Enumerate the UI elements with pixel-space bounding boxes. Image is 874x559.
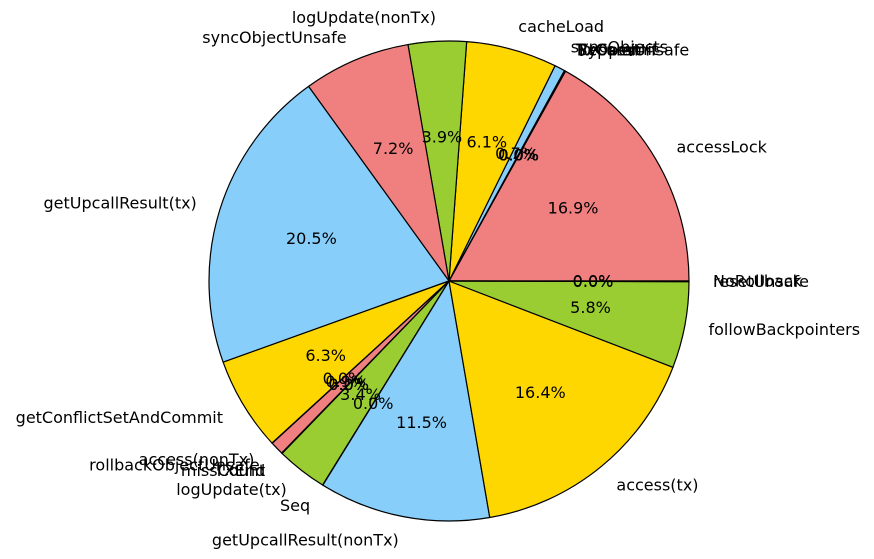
- slice-label-norollback: NoRollback: [713, 272, 803, 291]
- pie-slice-getupcallresult-nontx: [322, 280, 491, 522]
- pct-label-getconflictsetandcommit: 6.3%: [305, 346, 346, 365]
- slice-label-txend: TXEnd: [213, 461, 265, 480]
- pie-slices: [208, 40, 690, 522]
- slice-label-bypassunsafe: BypassUnsafe: [577, 40, 690, 59]
- slice-label-getupcallresult-nontx: getUpcallResult(nonTx): [212, 531, 399, 550]
- slice-label-cacheload: cacheLoad: [518, 17, 604, 36]
- slice-label-logupdate-nontx: logUpdate(nonTx): [292, 8, 436, 27]
- slice-label-txcommit: TxCommit: [575, 40, 658, 59]
- pct-label-misscount: 0.0%: [328, 375, 369, 394]
- pct-label-logupdate-nontx: 3.9%: [422, 128, 463, 147]
- pct-label-getupcallresult-tx: 20.5%: [286, 229, 337, 248]
- slice-label-seq: Seq: [280, 496, 310, 515]
- pct-label-syncobjects: 0.7%: [495, 144, 536, 163]
- slice-label-getupcallresult-tx: getUpcallResult(tx): [44, 193, 197, 212]
- slice-label-access-tx: access(tx): [616, 476, 698, 495]
- pct-label-txopen: 0.0%: [498, 145, 539, 164]
- slice-label-recursion: Recursion: [577, 41, 655, 60]
- pie-slice-syncobjectunsafe: [307, 43, 450, 282]
- pct-label-followbackpointers: 5.8%: [570, 298, 611, 317]
- pct-label-resetunsafe: 0.0%: [573, 272, 614, 291]
- pct-label-access-tx: 16.4%: [515, 383, 566, 402]
- slice-label-access-nontx: access(nonTx): [139, 450, 255, 469]
- slice-label-logupdate-tx: logUpdate(tx): [176, 480, 287, 499]
- slice-label-resetunsafe: resetUnsafe: [713, 272, 809, 291]
- pct-label-cacheload: 6.1%: [466, 133, 507, 152]
- pct-label-getupcallresult-nontx: 11.5%: [396, 413, 447, 432]
- slice-label-txopen: TxOpen: [575, 40, 638, 59]
- pct-label-access-nontx: 0.0%: [323, 369, 364, 388]
- pct-label-txcommit: 0.0%: [498, 145, 539, 164]
- pie-slice-getupcallresult-tx: [208, 85, 450, 363]
- pct-label-norollback: 0.0%: [573, 272, 614, 291]
- slice-label-getconflictsetandcommit: getConflictSetAndCommit: [16, 408, 223, 427]
- slice-label-rollbackobjectunsafe: rollbackObjectUnsafe: [89, 456, 260, 475]
- pct-label-bypassunsafe: 0.0%: [498, 146, 539, 165]
- slice-label-misscount: missCount: [181, 461, 265, 480]
- pct-label-txend: 0.0%: [328, 375, 369, 394]
- slice-labels: accessLock RecursionBypassUnsafeTxOpenTxC…: [16, 8, 860, 550]
- percent-labels: 16.9%0.0%0.0%0.0%0.0%0.7%6.1%3.9%7.2%20.…: [286, 128, 613, 432]
- slice-label-syncobjects: syncObjects: [571, 37, 668, 56]
- pct-label-seq: 0.0%: [353, 394, 394, 413]
- slice-label-accesslock: accessLock: [677, 138, 768, 157]
- pct-label-rollbackobjectunsafe: 0.9%: [325, 372, 366, 391]
- slice-label-followbackpointers: followBackpointers: [709, 320, 861, 339]
- pct-label-logupdate-tx: 3.4%: [340, 385, 381, 404]
- pct-label-accesslock: 16.9%: [548, 199, 599, 218]
- pct-label-syncobjectunsafe: 7.2%: [373, 139, 414, 158]
- pie-slice-access-tx: [448, 280, 674, 519]
- pct-label-recursion: 0.0%: [498, 146, 539, 165]
- pie-slice-accesslock: [448, 70, 690, 282]
- slice-label-syncobjectunsafe: syncObjectUnsafe: [202, 28, 346, 47]
